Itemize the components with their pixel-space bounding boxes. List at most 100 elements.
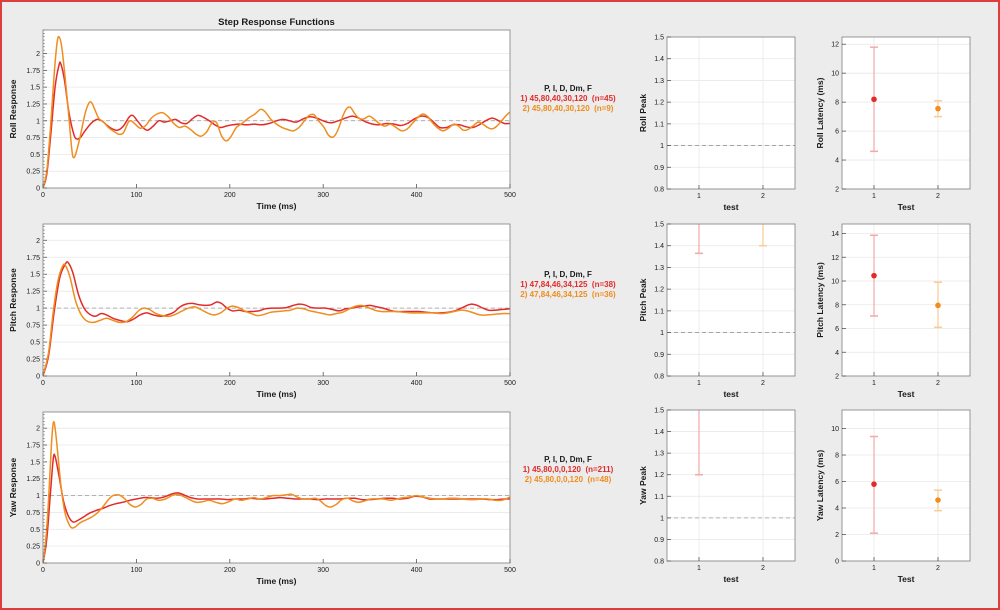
y-tick-label: 1.2 [654, 100, 664, 107]
y-tick-label: 1.3 [654, 451, 664, 458]
y-tick-label: 1.5 [30, 85, 40, 92]
plot-area [43, 224, 510, 376]
y-tick-label: 0.9 [654, 352, 664, 359]
y-tick-label: 1.5 [654, 408, 664, 415]
y-tick-label: 4 [835, 350, 839, 357]
plot-content [43, 420, 510, 563]
y-tick-label: 0.5 [30, 340, 40, 347]
y-tick-label: 6 [835, 479, 839, 486]
y-axis-label: Pitch Peak [638, 278, 648, 321]
axes-box [841, 36, 971, 190]
x-tick-label: 500 [504, 567, 516, 574]
plot-area [842, 37, 970, 189]
x-axis-label: test [723, 202, 738, 212]
y-tick-label: 1.1 [654, 308, 664, 315]
y-tick-label: 6 [835, 326, 839, 333]
y-tick-label: 1 [36, 493, 40, 500]
y-tick-label: 1.25 [26, 289, 40, 296]
y-tick-label: 2 [835, 532, 839, 539]
y-tick-label: 10 [831, 71, 839, 78]
y-axis-label: Yaw Peak [638, 466, 648, 505]
y-tick-label: 1.1 [654, 494, 664, 501]
y-tick-label: 8 [835, 100, 839, 107]
axes-box [666, 36, 796, 190]
y-tick-label: 1.5 [30, 272, 40, 279]
x-tick-label: 100 [131, 380, 143, 387]
x-tick-label: 400 [411, 380, 423, 387]
x-axis-label: Time (ms) [257, 389, 297, 399]
y-tick-label: 4 [835, 158, 839, 165]
x-tick-label: 200 [224, 192, 236, 199]
red-mean-point [696, 390, 702, 396]
x-tick-label: 0 [41, 567, 45, 574]
y-tick-label: 6 [835, 129, 839, 136]
y-tick-label: 1.1 [654, 121, 664, 128]
plot-area [667, 37, 795, 189]
y-tick-label: 0.9 [654, 165, 664, 172]
x-axis-label: Test [898, 389, 915, 399]
x-tick-label: 2 [761, 565, 765, 572]
roll-step-plot: 0 100 200 300 400 500 0 0.25 0.5 0.75 1 1.25 1.5 1.75… [8, 29, 516, 211]
yaw-legend: P, I, D, Dm, F 1) 45,80,0,0,120 (n=211) … [502, 455, 634, 485]
plot-area [43, 412, 510, 563]
y-tick-label: 1.75 [26, 255, 40, 262]
y-tick-label: 1 [36, 306, 40, 313]
x-tick-label: 2 [936, 565, 940, 572]
x-tick-label: 2 [936, 193, 940, 200]
y-tick-label: 1.25 [26, 101, 40, 108]
pitch-legend-entry-2: 2) 47,84,46,34,125 (n=36) [520, 290, 616, 299]
plot-content [695, 390, 703, 476]
orange-response-curve [43, 263, 510, 376]
y-tick-label: 1.25 [26, 476, 40, 483]
orange-response-curve [43, 35, 510, 188]
y-tick-label: 1.5 [654, 35, 664, 42]
y-tick-label: 1.4 [654, 429, 664, 436]
roll-legend-entry-2: 2) 45,80,40,30,120 (n=9) [522, 104, 614, 113]
x-tick-label: 1 [872, 565, 876, 572]
plot-content [695, 2, 767, 33]
yaw-peak-plot: 1 2 0.8 0.9 1 1.1 1.2 1.3 1.4 1.5 test Yaw Peak [638, 390, 796, 584]
x-axis-label: Time (ms) [257, 201, 297, 211]
yaw-legend-entry-2: 2) 45,80,0,0,120 (n=48) [524, 475, 612, 484]
roll-legend-entry-1: 1) 45,80,40,30,120 (n=45) [520, 94, 616, 103]
y-tick-label: 1 [660, 143, 664, 150]
x-axis-label: Test [898, 574, 915, 584]
roll-legend-header: P, I, D, Dm, F [544, 84, 592, 93]
x-tick-label: 2 [761, 380, 765, 387]
x-tick-label: 300 [317, 380, 329, 387]
pitch-peak-plot: 1 2 0.8 0.9 1 1.1 1.2 1.3 1.4 1.5 test Pitch Peak [638, 222, 796, 399]
y-tick-label: 0.25 [26, 544, 40, 551]
axes-box [42, 223, 511, 377]
x-tick-label: 200 [224, 567, 236, 574]
orange-response-curve [43, 420, 510, 563]
y-axis-label: Yaw Response [8, 457, 18, 517]
axes-box [841, 223, 971, 377]
pitch-legend-header: P, I, D, Dm, F [544, 270, 592, 279]
y-tick-label: 12 [831, 42, 839, 49]
axes-box [42, 411, 511, 564]
plot-content [870, 435, 942, 534]
y-tick-label: 4 [835, 506, 839, 513]
y-tick-label: 14 [831, 231, 839, 238]
x-tick-label: 1 [872, 380, 876, 387]
y-tick-label: 0.25 [26, 357, 40, 364]
y-tick-label: 2 [36, 426, 40, 433]
pitch-legend: P, I, D, Dm, F 1) 47,84,46,34,125 (n=38)… [502, 270, 634, 300]
y-tick-label: 0.8 [654, 374, 664, 381]
x-tick-label: 1 [872, 193, 876, 200]
yaw-legend-header: P, I, D, Dm, F [544, 455, 592, 464]
y-tick-label: 0.5 [30, 527, 40, 534]
y-tick-label: 1 [660, 515, 664, 522]
x-tick-label: 400 [411, 192, 423, 199]
x-tick-label: 100 [131, 192, 143, 199]
x-tick-label: 300 [317, 192, 329, 199]
y-tick-label: 10 [831, 279, 839, 286]
y-tick-label: 0.75 [26, 323, 40, 330]
y-tick-label: 1.75 [26, 443, 40, 450]
roll-peak-plot: 1 2 0.8 0.9 1 1.1 1.2 1.3 1.4 1.5 test Roll Peak [638, 2, 796, 212]
orange-mean-point [935, 105, 941, 112]
x-tick-label: 2 [936, 380, 940, 387]
x-tick-label: 200 [224, 380, 236, 387]
